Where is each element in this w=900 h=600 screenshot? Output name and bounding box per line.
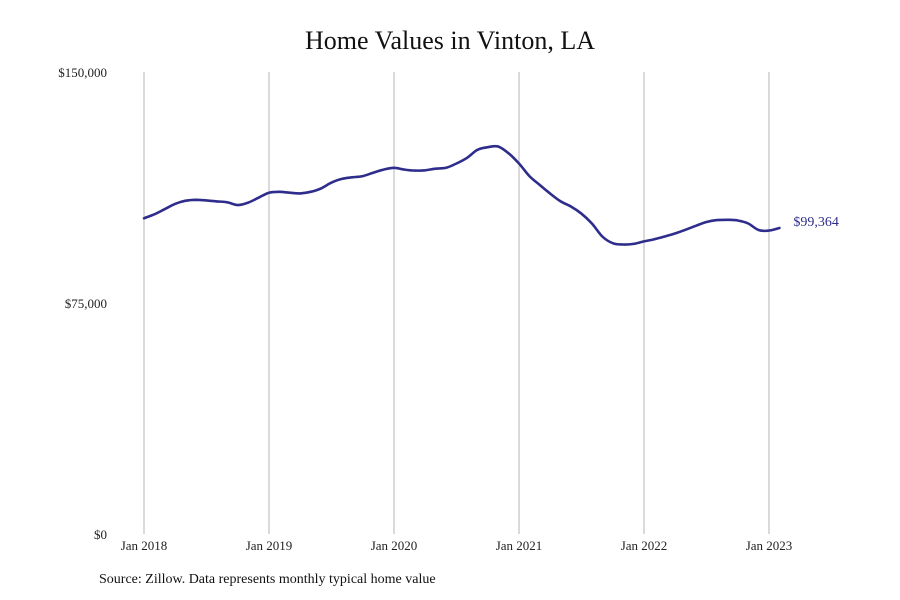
y-axis-tick-labels: $0 $75,000 $150,000: [58, 65, 107, 542]
data-point-2022-04: [673, 231, 677, 235]
data-point-2018-07: [205, 198, 209, 202]
data-point-2022-11: [746, 222, 750, 226]
data-point-2023-01: [767, 229, 771, 233]
series-layer: [142, 144, 781, 246]
data-point-2021-07: [580, 212, 584, 216]
x-tick-label: Jan 2022: [621, 538, 668, 553]
data-point-2021-03: [538, 183, 542, 187]
data-point-2021-09: [600, 234, 604, 238]
x-tick-label: Jan 2019: [246, 538, 293, 553]
data-point-2020-10: [486, 145, 490, 149]
data-point-2019-09: [350, 175, 354, 179]
data-point-2019-12: [382, 168, 386, 172]
data-point-2019-10: [361, 174, 365, 178]
x-tick-label: Jan 2021: [496, 538, 543, 553]
data-point-2022-10: [736, 218, 740, 222]
source-note: Source: Zillow. Data represents monthly …: [99, 572, 436, 587]
data-point-2020-11: [496, 145, 500, 149]
y-tick-label: $150,000: [58, 65, 107, 80]
data-point-2022-05: [684, 228, 688, 232]
x-tick-label: Jan 2023: [746, 538, 793, 553]
data-point-2019-11: [371, 171, 375, 175]
data-point-2019-01: [267, 191, 271, 195]
data-point-2020-12: [507, 151, 511, 155]
data-point-2022-06: [694, 224, 698, 228]
data-point-2019-06: [319, 186, 323, 190]
x-tick-label: Jan 2020: [371, 538, 418, 553]
grid-lines: [143, 72, 770, 534]
data-point-2018-09: [225, 200, 229, 204]
data-point-2018-06: [194, 198, 198, 202]
data-point-2019-08: [340, 177, 344, 181]
data-point-2022-07: [705, 220, 709, 224]
data-point-2019-02: [277, 190, 281, 194]
data-point-2020-04: [423, 168, 427, 172]
data-point-2018-03: [163, 207, 167, 211]
data-point-2018-08: [215, 199, 219, 203]
data-point-2018-05: [184, 199, 188, 203]
data-point-2021-04: [548, 192, 552, 196]
data-point-2019-07: [330, 181, 334, 185]
data-point-2023-02: [777, 226, 781, 230]
data-point-2020-02: [402, 168, 406, 172]
data-point-2021-12: [632, 242, 636, 246]
data-point-2021-10: [611, 241, 615, 245]
x-tick-label: Jan 2018: [121, 538, 168, 553]
data-point-2022-09: [725, 218, 729, 222]
data-point-2022-02: [652, 237, 656, 241]
data-point-2020-05: [434, 167, 438, 171]
data-point-2020-03: [413, 169, 417, 173]
data-point-2021-02: [527, 174, 531, 178]
chart-title: Home Values in Vinton, LA: [305, 26, 595, 55]
data-point-2021-08: [590, 222, 594, 226]
data-point-2021-01: [517, 161, 521, 165]
data-point-2021-11: [621, 242, 625, 246]
data-point-2019-04: [298, 191, 302, 195]
y-tick-label: $0: [94, 527, 107, 542]
data-point-2018-04: [173, 202, 177, 206]
data-point-2020-09: [475, 148, 479, 152]
data-point-2020-06: [444, 166, 448, 170]
data-point-2021-06: [569, 205, 573, 209]
data-point-2020-08: [465, 156, 469, 160]
data-point-2018-02: [152, 212, 156, 216]
y-tick-label: $75,000: [65, 296, 107, 311]
data-point-2022-12: [757, 228, 761, 232]
data-point-2018-11: [246, 201, 250, 205]
data-point-2019-05: [309, 190, 313, 194]
data-point-2022-08: [715, 218, 719, 222]
data-point-2018-12: [257, 196, 261, 200]
home-value-line: [142, 144, 781, 246]
data-point-2020-07: [455, 161, 459, 165]
data-point-2020-01: [392, 166, 396, 170]
data-point-2021-05: [559, 199, 563, 203]
end-value-label: $99,364: [793, 215, 839, 230]
x-axis-tick-labels: Jan 2018 Jan 2019 Jan 2020 Jan 2021 Jan 2022…: [121, 538, 793, 553]
data-point-2022-01: [642, 239, 646, 243]
data-point-2018-10: [236, 203, 240, 207]
data-point-2018-01: [142, 216, 146, 220]
data-point-2019-03: [288, 191, 292, 195]
data-point-2022-03: [663, 234, 667, 238]
end-value-layer: $99,364: [793, 215, 839, 230]
